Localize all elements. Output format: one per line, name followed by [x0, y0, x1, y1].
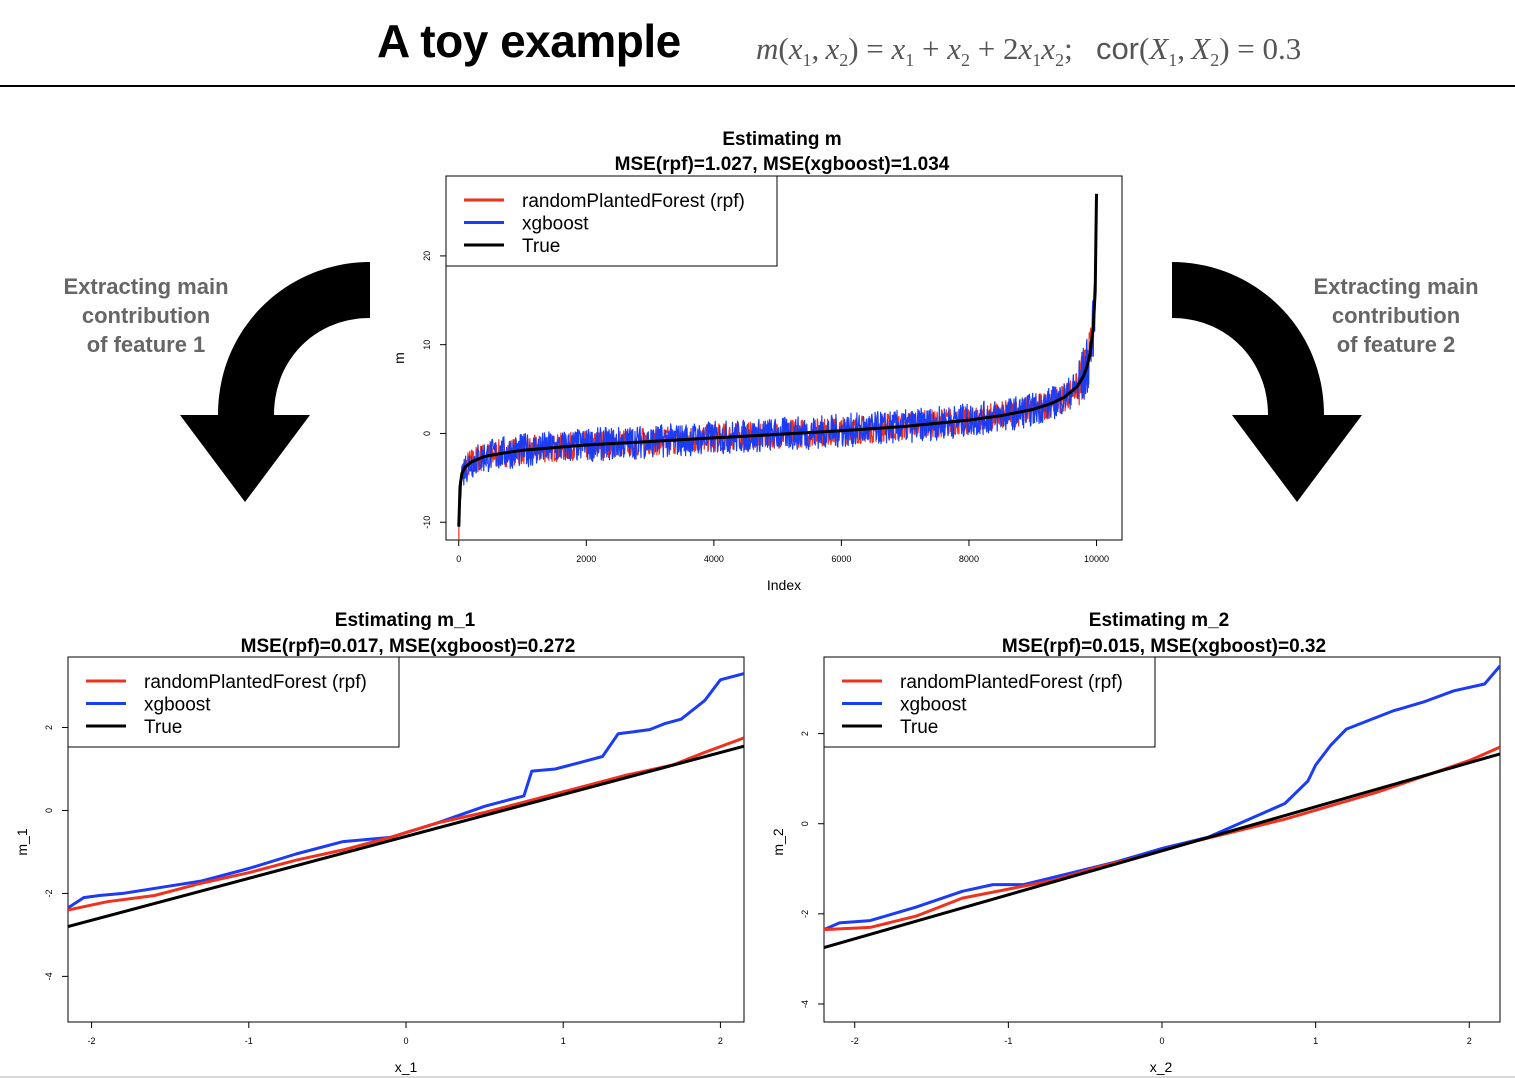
y-tick-label: 20 — [422, 251, 432, 261]
y-tick-label: -2 — [800, 910, 810, 918]
chart-title: Estimating m_2 — [1089, 610, 1229, 631]
chart-subtitle: MSE(rpf)=1.027, MSE(xgboost)=1.034 — [615, 154, 950, 175]
legend-label: xgboost — [900, 695, 967, 716]
y-tick-label: -4 — [44, 972, 54, 980]
legend-label: xgboost — [522, 214, 589, 235]
x-tick-label: 0 — [1159, 1036, 1164, 1046]
series-line-xgboost — [824, 665, 1500, 931]
slide-title: A toy example — [377, 15, 681, 67]
header-divider — [0, 85, 1515, 87]
y-axis-label: m — [391, 352, 407, 364]
plot-frame — [445, 175, 1123, 541]
chart-title: Estimating m_1 — [335, 610, 476, 631]
series-line-true — [457, 193, 1098, 527]
y-tick-label: -2 — [44, 889, 54, 897]
y-tick-label: 2 — [44, 725, 54, 730]
x-axis-label: Index — [767, 577, 801, 593]
right-side-label: Extracting main contribution of feature … — [1313, 274, 1479, 357]
x-tick-label: 6000 — [831, 554, 851, 564]
series-group — [457, 193, 1098, 540]
chart-subtitle: MSE(rpf)=0.017, MSE(xgboost)=0.272 — [241, 636, 576, 657]
curved-arrow-down-icon — [1172, 262, 1362, 502]
y-tick-label: 2 — [800, 731, 810, 736]
x-tick-label: -2 — [88, 1036, 96, 1046]
x-tick-label: 4000 — [704, 554, 724, 564]
legend-label: True — [144, 717, 182, 738]
legend-label: xgboost — [144, 695, 211, 716]
y-tick-label: 0 — [800, 821, 810, 826]
y-axis-label: m_1 — [14, 828, 30, 855]
y-tick-label: 0 — [44, 808, 54, 813]
model-formula: m(x1, x2) = x1 + x2 + 2x1x2; cor(X1, X2)… — [756, 31, 1302, 71]
x-tick-label: 1 — [1313, 1036, 1318, 1046]
chart-title: Estimating m — [722, 129, 841, 150]
plot-area: 0 2000 4000 6000 8000 10000 -10 0 10 20 randomPlan… — [422, 175, 1123, 564]
curved-arrow-down-icon — [180, 262, 370, 502]
legend-label: True — [522, 236, 560, 257]
series-line-true — [68, 744, 744, 929]
y-tick-label: -4 — [800, 1000, 810, 1008]
x-axis-label: x_1 — [395, 1059, 418, 1075]
plot-area: -2 -1 0 1 2 -4 -2 0 2 randomPlantedForest (rpf)xg… — [44, 656, 745, 1046]
legend-label: randomPlantedForest (rpf) — [900, 672, 1123, 693]
chart-estimating-m1: Estimating m_1 MSE(rpf)=0.017, MSE(xgboo… — [14, 610, 745, 1075]
x-tick-label: 10000 — [1084, 554, 1109, 564]
series-group — [68, 672, 744, 929]
x-tick-label: -1 — [245, 1036, 253, 1046]
series-line-true — [824, 752, 1500, 950]
series-line-xgboost — [458, 205, 1098, 522]
chart-estimating-m: Estimating m MSE(rpf)=1.027, MSE(xgboost… — [391, 129, 1123, 593]
series-line-rpf — [68, 736, 744, 912]
slide-header: A toy example m(x1, x2) = x1 + x2 + 2x1x… — [0, 0, 1515, 87]
y-tick-label: 10 — [422, 340, 432, 350]
series-line-rpf — [824, 745, 1500, 932]
legend-label: randomPlantedForest (rpf) — [144, 672, 367, 693]
legend-label: True — [900, 717, 938, 738]
series-line-xgboost — [68, 672, 744, 910]
x-tick-label: -1 — [1004, 1036, 1012, 1046]
y-axis-label: m_2 — [770, 828, 786, 855]
x-tick-label: 8000 — [959, 554, 979, 564]
series-group — [824, 665, 1500, 950]
x-axis-label: x_2 — [1150, 1059, 1173, 1075]
chart-subtitle: MSE(rpf)=0.015, MSE(xgboost)=0.32 — [1002, 636, 1326, 657]
x-tick-label: 2 — [1467, 1036, 1472, 1046]
x-tick-label: 0 — [456, 554, 461, 564]
y-tick-label: -10 — [422, 516, 432, 529]
x-tick-label: 1 — [561, 1036, 566, 1046]
chart-estimating-m2: Estimating m_2 MSE(rpf)=0.015, MSE(xgboo… — [770, 610, 1501, 1075]
x-tick-label: 2 — [718, 1036, 723, 1046]
legend-label: randomPlantedForest (rpf) — [522, 191, 745, 212]
plot-area: -2 -1 0 1 2 -4 -2 0 2 randomPlantedForest (rpf)xg… — [800, 656, 1501, 1046]
x-tick-label: 0 — [403, 1036, 408, 1046]
left-side-label: Extracting main contribution of feature … — [63, 274, 229, 357]
bottom-divider — [0, 1076, 1515, 1078]
y-tick-label: 0 — [422, 431, 432, 436]
x-tick-label: 2000 — [576, 554, 596, 564]
x-tick-label: -2 — [851, 1036, 859, 1046]
